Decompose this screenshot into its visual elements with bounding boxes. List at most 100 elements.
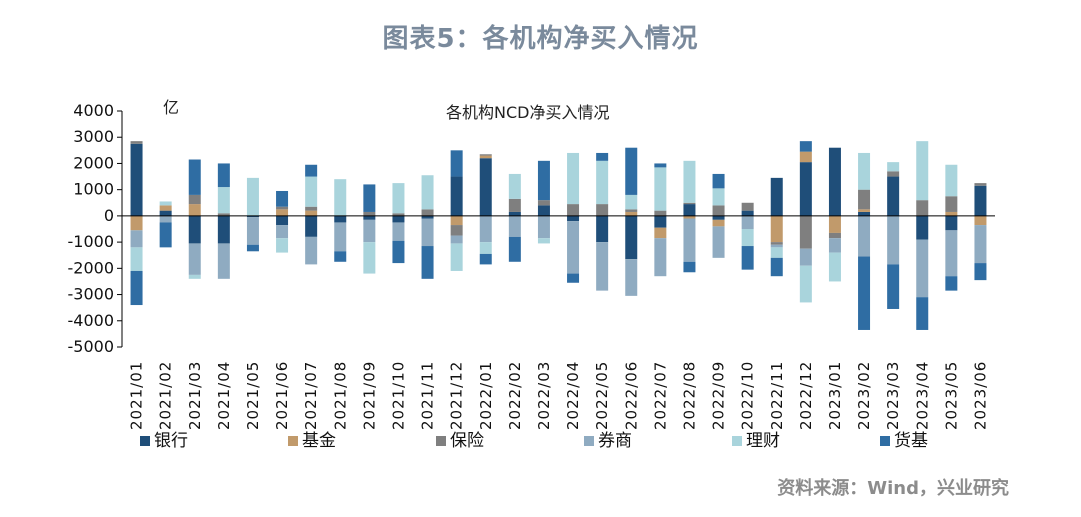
bar-segment	[741, 210, 754, 216]
bar-segment	[537, 238, 550, 244]
legend-swatch	[880, 436, 890, 446]
bar-segment	[625, 147, 638, 195]
bar-segment	[712, 219, 725, 227]
bar-segment	[741, 229, 754, 247]
y-tick-label: 2000	[73, 153, 114, 172]
bar-segment	[363, 219, 376, 243]
legend-swatch	[584, 436, 594, 446]
bar-segment	[916, 141, 929, 201]
bar-segment	[217, 187, 230, 214]
bar-segment	[305, 206, 318, 211]
bar-segment	[974, 215, 987, 226]
bar-segment	[508, 211, 521, 216]
bar-segment	[887, 215, 900, 265]
bar-segment	[217, 163, 230, 188]
bar-segment	[159, 222, 172, 248]
bar-segment	[479, 154, 492, 156]
bar-segment	[712, 215, 725, 220]
x-tick-label: 2022/01	[477, 361, 495, 430]
bar-segment	[828, 252, 841, 282]
bar-segment	[159, 201, 172, 206]
bar-segment	[625, 215, 638, 260]
bar-segment	[363, 184, 376, 212]
x-tick-label: 2021/02	[157, 361, 175, 430]
bar-segment	[712, 173, 725, 189]
bar-segment	[828, 238, 841, 253]
bar-segment	[625, 209, 638, 212]
x-tick-label: 2021/10	[389, 361, 407, 430]
bar-segment	[130, 141, 143, 144]
bar-segment	[159, 215, 172, 223]
bar-segment	[508, 215, 521, 237]
bar-segment	[683, 218, 696, 262]
bar-segment	[188, 159, 201, 195]
bar-segment	[305, 236, 318, 265]
x-tick-label: 2021/09	[360, 361, 378, 430]
bar-segment	[276, 206, 289, 210]
x-tick-label: 2021/07	[302, 361, 320, 430]
x-tick-label: 2022/10	[739, 361, 757, 430]
bar-segment	[392, 215, 405, 223]
x-tick-label: 2022/06	[622, 361, 640, 430]
bar-segment	[450, 225, 463, 236]
y-tick-label: -3000	[68, 285, 115, 304]
bar-segment	[188, 274, 201, 279]
bar-segment	[799, 215, 812, 249]
x-tick-label: 2021/01	[128, 361, 146, 430]
bar-segment	[305, 210, 318, 216]
bar-segment	[596, 160, 609, 205]
bar-segment	[858, 189, 871, 210]
bar-segment	[421, 215, 434, 219]
y-tick-label: -4000	[68, 311, 115, 330]
legend-swatch	[732, 436, 742, 446]
x-tick-label: 2021/03	[186, 361, 204, 430]
x-tick-label: 2021/04	[215, 361, 233, 430]
bar-segment	[479, 215, 492, 243]
bar-segment	[246, 177, 259, 216]
bar-segment	[974, 183, 987, 186]
legend-label: 银行	[154, 431, 188, 451]
bar-segment	[945, 215, 958, 231]
bar-segment	[683, 202, 696, 205]
bar-segment	[246, 215, 259, 218]
bar-segment	[654, 210, 667, 216]
bar-segment	[945, 276, 958, 291]
bar-segment	[363, 211, 376, 216]
bar-segment	[421, 246, 434, 279]
bar-segment	[741, 246, 754, 270]
bar-segment	[799, 265, 812, 303]
bar-segment	[654, 163, 667, 168]
bar-segment	[945, 230, 958, 277]
bar-segment	[130, 230, 143, 248]
bar-segment	[916, 239, 929, 298]
legend-swatch	[436, 436, 446, 446]
bar-segment	[654, 238, 667, 277]
bar-segment	[479, 158, 492, 216]
bar-segment	[334, 215, 347, 223]
y-tick-label: 3000	[73, 127, 114, 146]
legend-swatch	[140, 436, 150, 446]
x-tick-label: 2023/06	[971, 361, 989, 430]
bar-segment	[683, 160, 696, 203]
bar-segment	[130, 215, 143, 231]
bar-segment	[567, 221, 580, 274]
x-tick-label: 2022/05	[593, 361, 611, 430]
bar-segment	[654, 167, 667, 211]
bar-segment	[188, 215, 201, 244]
bar-segment	[858, 211, 871, 216]
bar-segment	[421, 175, 434, 210]
bar-segment	[508, 173, 521, 199]
bar-segment	[770, 257, 783, 277]
x-tick-label: 2022/09	[710, 361, 728, 430]
bar-segment	[974, 225, 987, 264]
bar-segment	[363, 215, 376, 220]
bar-segment	[130, 270, 143, 306]
x-tick-label: 2022/11	[768, 361, 786, 430]
bar-segment	[392, 183, 405, 214]
bar-segment	[712, 205, 725, 216]
x-axis-layer: 2021/01 2021/02 2021/03 2021/04 2021/05 2021/…	[128, 361, 990, 430]
bar-segment	[799, 151, 812, 163]
bar-segment	[567, 273, 580, 283]
bar-segment	[363, 242, 376, 274]
